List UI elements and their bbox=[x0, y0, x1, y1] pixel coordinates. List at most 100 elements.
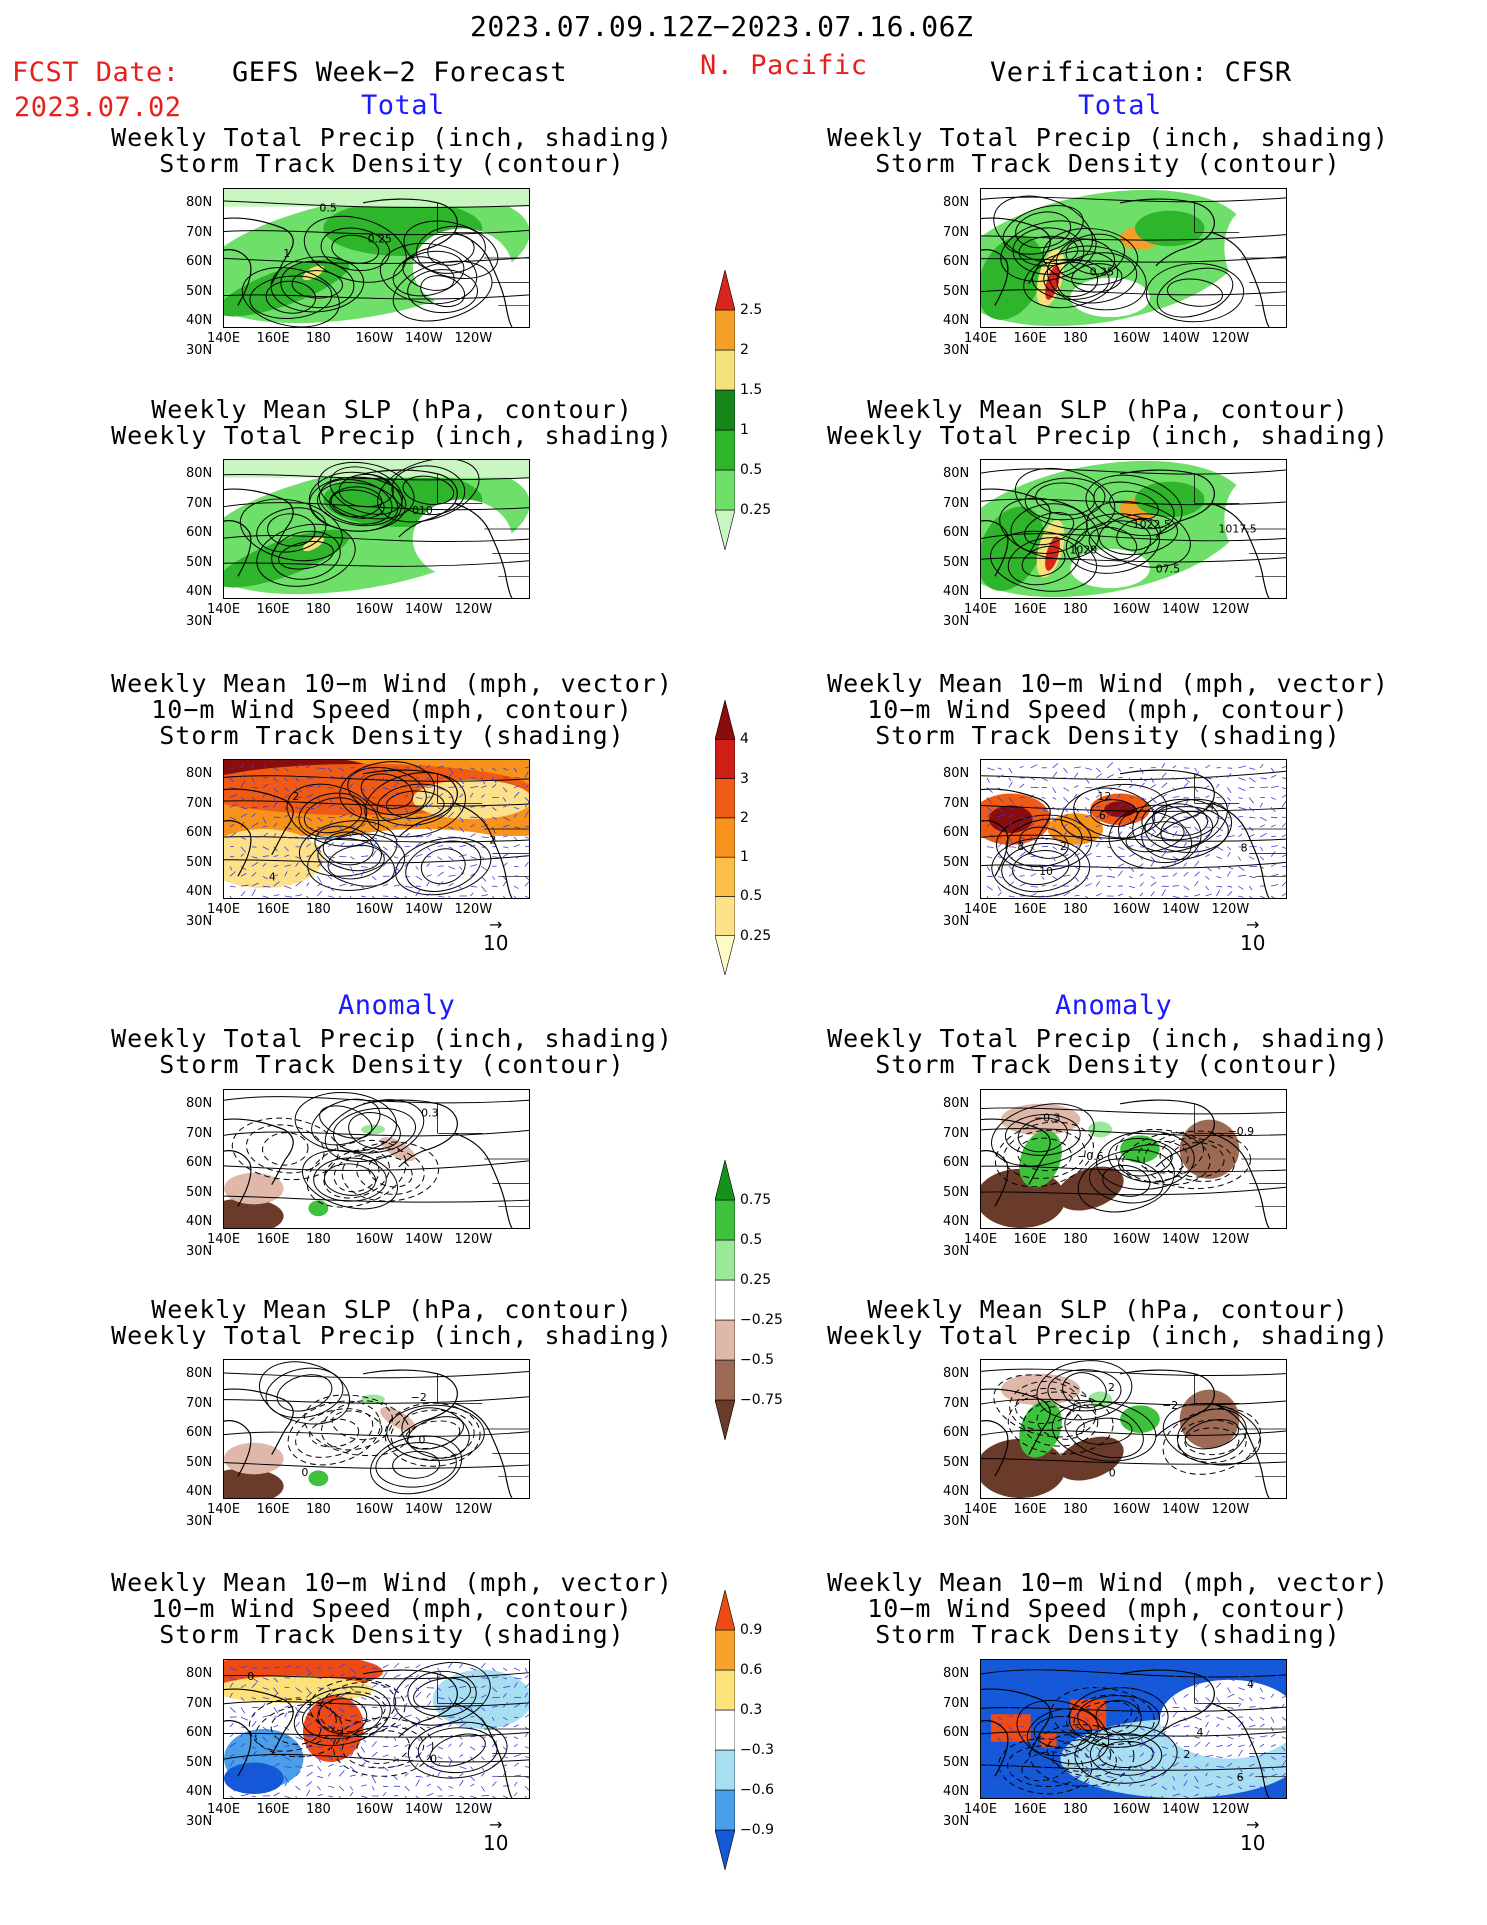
wind-vector bbox=[1281, 822, 1286, 828]
wind-vector bbox=[1117, 767, 1121, 772]
wind-vector bbox=[1216, 1745, 1223, 1748]
wind-vector bbox=[328, 1795, 333, 1798]
wind-vector bbox=[1041, 1693, 1045, 1698]
wind-vector bbox=[1183, 826, 1192, 829]
section-anomaly-left: Anomaly bbox=[338, 990, 456, 1021]
wind-vector bbox=[1095, 1672, 1100, 1678]
colorbar-tick-label: 1 bbox=[740, 422, 749, 438]
wind-vector bbox=[426, 863, 430, 867]
wind-vector bbox=[448, 1743, 452, 1748]
colorbar-tick-label: 0.75 bbox=[740, 1192, 772, 1208]
wind-vector bbox=[404, 855, 409, 857]
panel-title-line: Weekly Total Precip (inch, shading) bbox=[111, 421, 673, 450]
wind-vector bbox=[1052, 1746, 1060, 1751]
wind-vector bbox=[1249, 777, 1256, 783]
lat-tick-label: 30N bbox=[186, 613, 213, 629]
model-title: GEFS Week−2 Forecast bbox=[232, 57, 568, 88]
wind-vector bbox=[393, 1744, 398, 1748]
wind-vector bbox=[251, 872, 257, 877]
lon-tick-label: 160W bbox=[1112, 902, 1151, 917]
vector-reference-value: 10 bbox=[1240, 931, 1266, 955]
wind-vector bbox=[1084, 1746, 1090, 1752]
contour-line bbox=[392, 1450, 441, 1479]
wind-vector bbox=[997, 1667, 1001, 1673]
wind-vector bbox=[393, 783, 397, 788]
lat-tick-label: 30N bbox=[943, 1243, 970, 1259]
wind-vector bbox=[327, 1707, 331, 1712]
wind-vector bbox=[1095, 1746, 1102, 1753]
wind-vector bbox=[229, 1753, 236, 1757]
wind-vector bbox=[1183, 797, 1190, 799]
wind-vector bbox=[1117, 1667, 1126, 1672]
section-total-left: Total bbox=[361, 90, 445, 121]
wind-vector bbox=[1107, 824, 1113, 828]
wind-vector bbox=[1270, 1675, 1278, 1679]
colorbar-swatch bbox=[714, 699, 736, 740]
wind-vector bbox=[339, 1714, 344, 1718]
wind-vector bbox=[295, 881, 302, 887]
wind-vector bbox=[1030, 1735, 1036, 1738]
wind-vector bbox=[491, 784, 497, 788]
wind-vector bbox=[1106, 787, 1113, 791]
panel-title-line: Storm Track Density (shading) bbox=[875, 721, 1341, 750]
wind-vector bbox=[415, 875, 423, 881]
contour-line bbox=[1089, 1733, 1163, 1776]
wind-vector bbox=[1085, 1687, 1091, 1692]
wind-vector bbox=[513, 895, 517, 898]
wind-vector bbox=[1041, 807, 1047, 813]
wind-vector bbox=[1194, 1726, 1199, 1729]
contour-line bbox=[1023, 250, 1119, 309]
lat-tick-label: 30N bbox=[186, 1243, 213, 1259]
lat-tick-label: 50N bbox=[186, 1184, 213, 1200]
wind-vector bbox=[251, 856, 258, 859]
contour-line bbox=[356, 1148, 425, 1195]
colorbar-swatch bbox=[714, 1709, 736, 1751]
wind-vector bbox=[295, 1687, 303, 1693]
wind-vector bbox=[251, 1766, 258, 1769]
region-title: N. Pacific bbox=[700, 50, 868, 81]
wind-vector bbox=[997, 767, 1002, 770]
wind-vector bbox=[1052, 1707, 1057, 1714]
wind-vector bbox=[1008, 1706, 1014, 1711]
wind-vector bbox=[1019, 816, 1026, 820]
contour-line bbox=[1012, 850, 1070, 886]
colorbar-tick-label: 0.6 bbox=[740, 1662, 763, 1678]
wind-vector bbox=[1052, 856, 1056, 862]
wind-vector bbox=[986, 797, 992, 804]
contour-line bbox=[1062, 1372, 1107, 1409]
wind-vector bbox=[262, 846, 269, 851]
wind-vector bbox=[437, 1785, 443, 1791]
wind-vector bbox=[339, 866, 344, 869]
lat-tick-label: 70N bbox=[943, 1695, 970, 1711]
wind-vector bbox=[492, 816, 497, 820]
wind-vector bbox=[448, 846, 453, 849]
wind-vector bbox=[459, 854, 467, 857]
wind-vector bbox=[1237, 856, 1241, 861]
wind-vector bbox=[240, 1793, 249, 1797]
wind-vector bbox=[997, 797, 1004, 802]
wind-vector bbox=[997, 1702, 1004, 1708]
wind-vector bbox=[1019, 1734, 1028, 1738]
wind-vector bbox=[317, 1716, 322, 1724]
wind-vector bbox=[328, 1736, 334, 1743]
wind-vector bbox=[524, 881, 529, 887]
colorbar-tick-label: 1.5 bbox=[740, 382, 763, 398]
lon-tick-label: 160E bbox=[1013, 1232, 1047, 1247]
wind-vector bbox=[284, 1782, 288, 1787]
contour-line bbox=[303, 1394, 411, 1457]
wind-vector bbox=[240, 1766, 248, 1771]
wind-vector bbox=[470, 1783, 475, 1787]
wind-vector bbox=[393, 823, 402, 828]
wind-vector bbox=[1270, 1693, 1275, 1698]
wind-vector bbox=[251, 797, 259, 803]
wind-vector bbox=[459, 816, 465, 823]
wind-vector bbox=[371, 1766, 377, 1769]
wind-vector bbox=[1205, 777, 1212, 780]
coastline-kamchatka bbox=[224, 1720, 252, 1777]
contour-line bbox=[1075, 1417, 1133, 1445]
wind-vector bbox=[360, 1773, 365, 1777]
wind-vector bbox=[284, 864, 291, 867]
contour-line bbox=[1074, 520, 1152, 567]
contour-label: 07.5 bbox=[1156, 563, 1180, 576]
